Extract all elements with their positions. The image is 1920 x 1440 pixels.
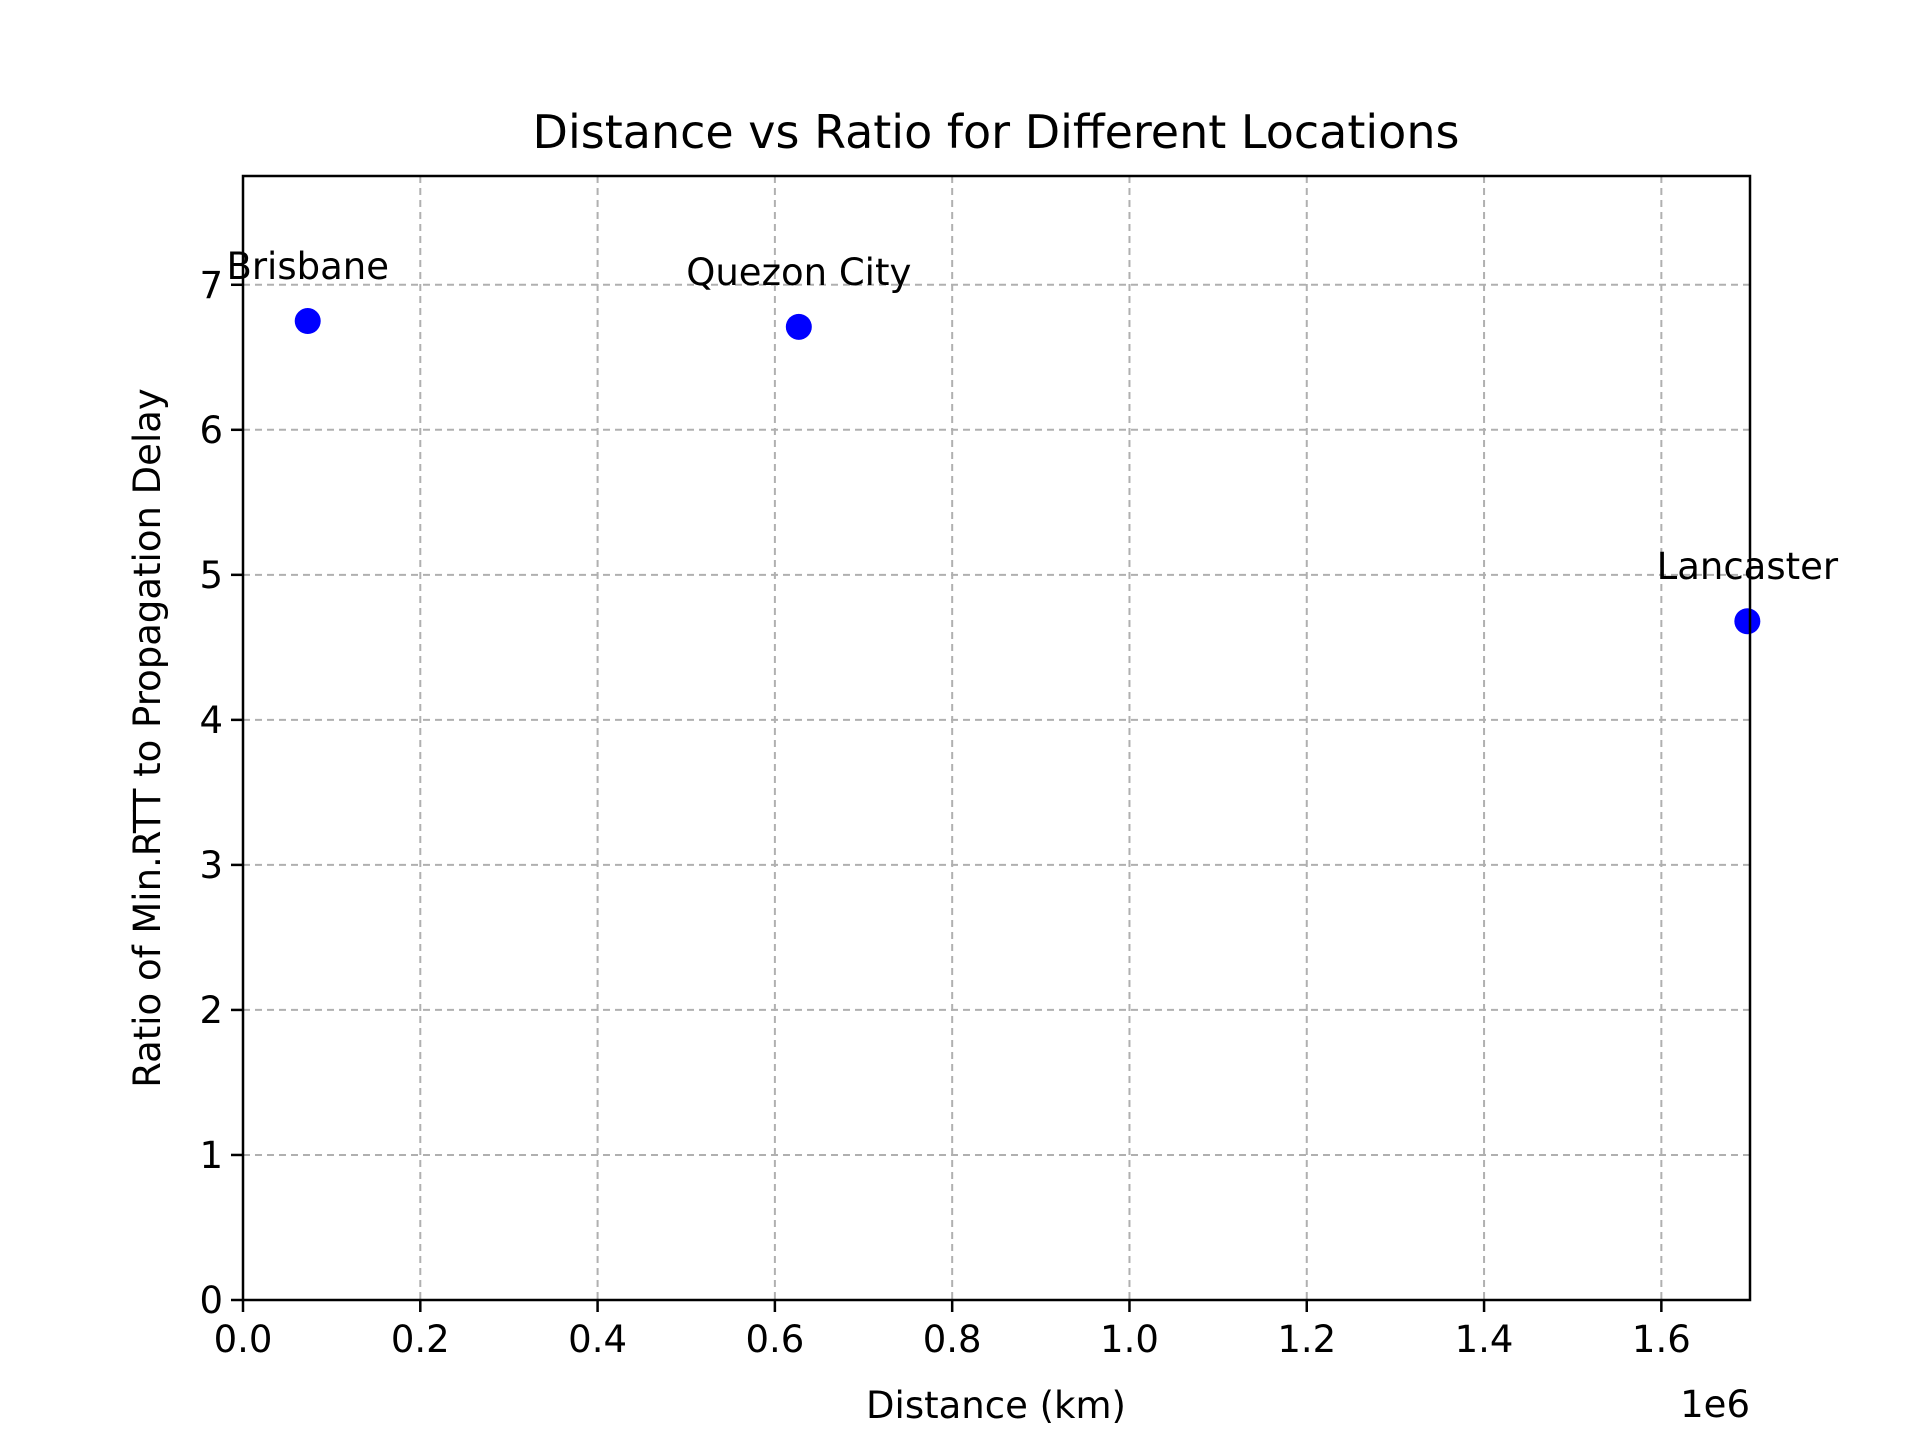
y-tick-label: 4	[199, 699, 223, 742]
y-axis-label: Ratio of Min.RTT to Propagation Delay	[126, 388, 169, 1088]
data-point	[785, 313, 812, 340]
data-point	[1734, 608, 1761, 635]
x-axis-label: Distance (km)	[866, 1384, 1126, 1427]
y-tick-label: 7	[199, 264, 223, 307]
ticks-layer: 0.0 0.2 0.4 0.6 0.8 1.0 1.2 1.4 1.6 0 1 2 3 4 5 6 7	[199, 264, 1690, 1361]
point-label: Quezon City	[686, 251, 911, 294]
x-tick-label: 0.8	[923, 1318, 982, 1361]
y-tick-label: 5	[199, 554, 223, 597]
y-tick-label: 1	[199, 1134, 223, 1177]
axes-frame	[241, 174, 1752, 1302]
x-tick-label: 1.4	[1455, 1318, 1514, 1361]
chart-title: Distance vs Ratio for Different Location…	[533, 105, 1460, 159]
points-layer	[294, 308, 1761, 635]
grid-layer	[242, 176, 1750, 1301]
x-tick-label: 0.6	[745, 1318, 804, 1361]
point-label: Lancaster	[1657, 545, 1839, 588]
x-tick-label: 0.4	[568, 1318, 627, 1361]
point-labels-layer: Brisbane Quezon City Lancaster	[226, 245, 1838, 588]
x-tick-label: 1.6	[1632, 1318, 1691, 1361]
point-label: Brisbane	[226, 245, 389, 288]
y-tick-label: 2	[199, 989, 223, 1032]
x-offset-text: 1e6	[1680, 1383, 1750, 1426]
x-tick-label: 0.0	[214, 1318, 273, 1361]
y-tick-label: 0	[199, 1279, 223, 1322]
x-tick-label: 1.0	[1100, 1318, 1159, 1361]
data-point	[294, 308, 321, 335]
x-tick-label: 0.2	[391, 1318, 450, 1361]
x-tick-label: 1.2	[1277, 1318, 1336, 1361]
y-tick-label: 6	[199, 409, 223, 452]
y-tick-label: 3	[199, 844, 223, 887]
